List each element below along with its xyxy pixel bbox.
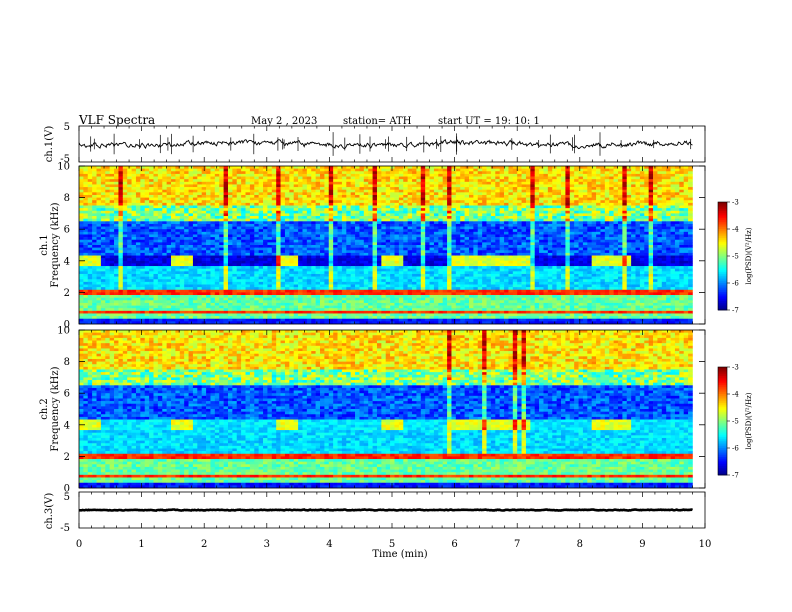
ch2-colorbar: -3 -4 -5 -6 -7 log(PSD)(V²/Hz) (717, 364, 753, 480)
time-tick-label: 6 (451, 539, 457, 550)
colorbar-tick-label: -6 (732, 280, 739, 288)
spec-ytick-label: 10 (57, 162, 70, 173)
time-tick-label: 8 (577, 539, 583, 550)
spec-ytick-label: 4 (64, 420, 70, 431)
time-axis-ticks: 0 1 2 3 4 5 6 7 8 9 10 (76, 539, 712, 550)
time-tick-label: 2 (201, 539, 207, 550)
time-tick-label: 1 (138, 539, 144, 550)
time-tick-label: 7 (514, 539, 520, 550)
ch1-waveform-line (78, 132, 693, 156)
colorbar-tick-label: -7 (732, 307, 739, 315)
spec-ytick-label: 8 (64, 193, 70, 204)
figure-title: VLF Spectra (78, 113, 155, 127)
date-label: May 2 , 2023 (251, 116, 317, 127)
ch2-spec-ylabel-bottom: Frequency (kHz) (50, 366, 61, 451)
ch1-spec-ylabel-bottom: Frequency (kHz) (50, 202, 61, 287)
spec-ytick-label: 10 (57, 326, 70, 337)
colorbar-tick-label: -6 (732, 445, 739, 453)
spec-ytick-label: 0 (64, 320, 70, 331)
colorbar-tick-label: -5 (732, 418, 739, 426)
time-tick-label: 9 (639, 539, 645, 550)
spec-ytick-label: 4 (64, 256, 70, 267)
colorbar-tick-label: -7 (732, 472, 739, 480)
spec-ytick-label: 6 (64, 225, 70, 236)
time-tick-label: 10 (699, 539, 712, 550)
colorbar-tick-label: -4 (732, 391, 739, 399)
time-tick-label: 0 (76, 539, 82, 550)
colorbar-label: log(PSD)(V²/Hz) (745, 392, 753, 449)
time-tick-label: 3 (264, 539, 270, 550)
ch3-waveform-line (78, 508, 694, 512)
ch1-spectrogram-yticks: 0 2 4 6 8 10 (57, 162, 705, 331)
spec-ytick-label: 2 (64, 288, 70, 299)
ch1-ylabel: ch.1(V) (44, 126, 55, 163)
frame-ticks (78, 126, 706, 528)
ch1-ytick-top: 5 (64, 122, 70, 133)
ch1-colorbar: -3 -4 -5 -6 -7 log(PSD)(V²/Hz) (717, 199, 753, 315)
ch2-spec-ylabel-top: ch.2 (39, 398, 50, 420)
colorbar-tick-label: -4 (732, 226, 739, 234)
colorbar-tick-label: -3 (732, 364, 739, 372)
colorbar-tick-label: -5 (732, 253, 739, 261)
ch1-ytick-bottom: -5 (60, 154, 70, 165)
spec-ytick-label: 6 (64, 389, 70, 400)
ch2-spectrogram-yticks: 0 2 4 6 8 10 (57, 326, 705, 495)
time-tick-label: 5 (389, 539, 395, 550)
time-tick-label: 4 (326, 539, 332, 550)
ch1-spectrogram (79, 166, 705, 325)
spec-ytick-label: 0 (64, 484, 70, 495)
ch3-ytick-bottom: -5 (60, 523, 70, 534)
station-label: station= ATH (343, 116, 412, 127)
waveform-trace (78, 508, 694, 512)
ch1-spec-ylabel-top: ch.1 (39, 234, 50, 256)
ch3-ytick-top: 5 (64, 492, 70, 503)
colorbar-tick-label: -3 (732, 199, 739, 207)
time-axis-label: Time (min) (372, 549, 427, 560)
ch2-spectrogram (79, 330, 705, 489)
spec-ytick-label: 8 (64, 357, 70, 368)
colorbar-label: log(PSD)(V²/Hz) (745, 227, 753, 284)
ch3-ylabel: ch.3(V) (44, 493, 55, 530)
start-time-label: start UT = 19: 10: 1 (438, 116, 540, 127)
spec-ytick-label: 2 (64, 452, 70, 463)
